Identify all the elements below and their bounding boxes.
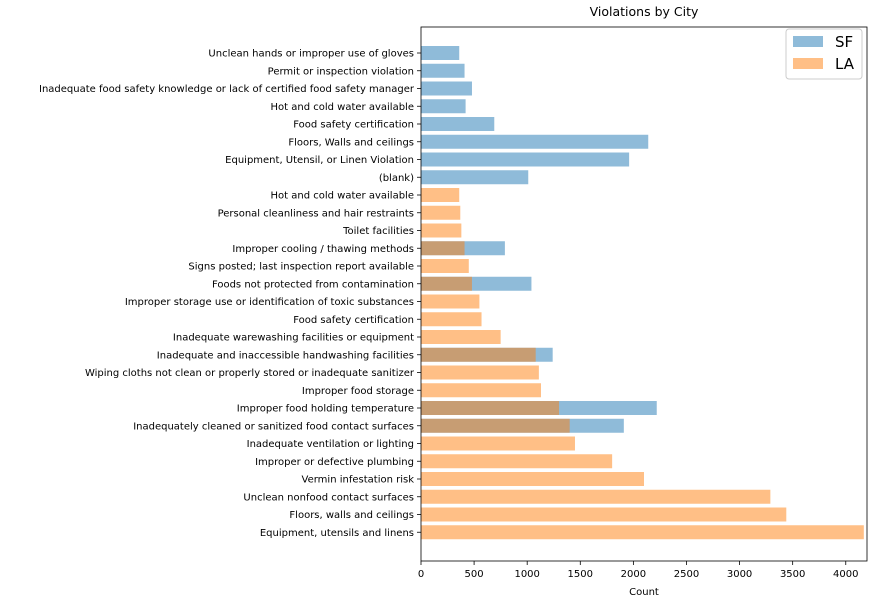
x-axis-label: Count <box>629 587 659 598</box>
bar-sf <box>421 117 495 131</box>
bar-sf <box>421 170 529 185</box>
bar-la <box>421 525 864 540</box>
category-labels: Unclean hands or improper use of gloves P… <box>39 49 421 539</box>
bar-la <box>421 259 469 273</box>
bar-la <box>421 418 570 433</box>
category-label: Signs posted; last inspection report ava… <box>188 262 414 273</box>
legend: SF LA <box>785 28 863 80</box>
bar-la <box>421 241 465 256</box>
category-label: Equipment, Utensil, or Linen Violation <box>225 155 414 166</box>
category-label: Inadequately cleaned or sanitized food c… <box>133 421 414 432</box>
x-tick-label: 3000 <box>727 569 752 580</box>
category-label: Inadequate and inaccessible handwashing … <box>157 350 414 361</box>
category-label: (blank) <box>379 173 414 184</box>
bar-la <box>421 365 539 380</box>
x-tick-label: 1500 <box>568 569 593 580</box>
bar-sf <box>421 152 630 167</box>
category-label: Wiping cloths not clean or properly stor… <box>85 368 415 379</box>
category-label: Floors, Walls and ceilings <box>288 137 414 148</box>
bar-la <box>421 472 644 486</box>
bar-la <box>421 383 541 398</box>
x-tick-label: 2000 <box>621 569 646 580</box>
bar-la <box>421 312 482 327</box>
bar-la <box>421 205 461 220</box>
category-label: Permit or inspection violation <box>268 66 414 77</box>
category-label: Hot and cold water available <box>271 191 414 202</box>
bar-la <box>421 188 460 202</box>
category-label: Improper or defective plumbing <box>255 457 414 468</box>
category-label: Inadequate ventilation or lighting <box>247 439 414 450</box>
category-label: Hot and cold water available <box>271 102 414 113</box>
bar-sf <box>421 134 649 149</box>
x-tick-label: 0 <box>418 569 424 580</box>
x-tick-label: 4000 <box>833 569 858 580</box>
bar-la <box>421 489 771 504</box>
category-label: Unclean nonfood contact surfaces <box>243 492 414 503</box>
bar-la <box>421 223 462 238</box>
bar-sf <box>421 81 472 96</box>
bar-la <box>421 347 536 362</box>
plot-frame <box>420 26 868 562</box>
bar-la <box>421 436 575 451</box>
category-label: Food safety certification <box>293 120 414 131</box>
category-label: Inadequate food safety knowledge or lack… <box>39 84 415 95</box>
bar-la <box>421 507 787 522</box>
category-label: Vermin infestation risk <box>302 475 415 486</box>
legend-swatch-sf <box>793 36 823 47</box>
category-label: Toilet facilities <box>342 226 414 237</box>
category-label: Unclean hands or improper use of gloves <box>208 49 414 60</box>
x-tick-label: 2500 <box>674 569 699 580</box>
category-label: Equipment, utensils and linens <box>260 528 414 539</box>
category-label: Foods not protected from contamination <box>212 279 414 290</box>
category-label: Improper cooling / thawing methods <box>232 244 414 255</box>
bar-la <box>421 454 613 469</box>
x-tick-label: 1000 <box>514 569 539 580</box>
category-label: Improper food holding temperature <box>237 404 414 415</box>
category-label: Improper food storage <box>302 386 414 397</box>
bar-la <box>421 401 560 415</box>
category-label: Inadequate warewashing facilities or equ… <box>173 333 414 344</box>
x-tick-label: 500 <box>465 569 484 580</box>
category-label: Personal cleanliness and hair restraints <box>218 208 414 219</box>
bar-la <box>421 276 472 291</box>
x-tick-label: 3500 <box>780 569 805 580</box>
category-label: Improper storage use or identification o… <box>125 297 414 308</box>
legend-label-la: LA <box>835 55 855 73</box>
category-label: Food safety certification <box>293 315 414 326</box>
bar-sf <box>421 99 466 114</box>
bar-la <box>421 294 480 309</box>
bar-la <box>421 330 501 344</box>
bar-sf <box>421 46 460 60</box>
x-axis: 0 500 1000 1500 2000 2500 3000 3500 4000 <box>418 561 858 580</box>
bars <box>421 46 864 540</box>
category-label: Floors, walls and ceilings <box>289 510 414 521</box>
chart-title: Violations by City <box>590 4 699 19</box>
legend-label-sf: SF <box>835 33 853 51</box>
legend-swatch-la <box>793 58 823 69</box>
bar-sf <box>421 63 465 78</box>
axes-frame <box>420 26 868 562</box>
